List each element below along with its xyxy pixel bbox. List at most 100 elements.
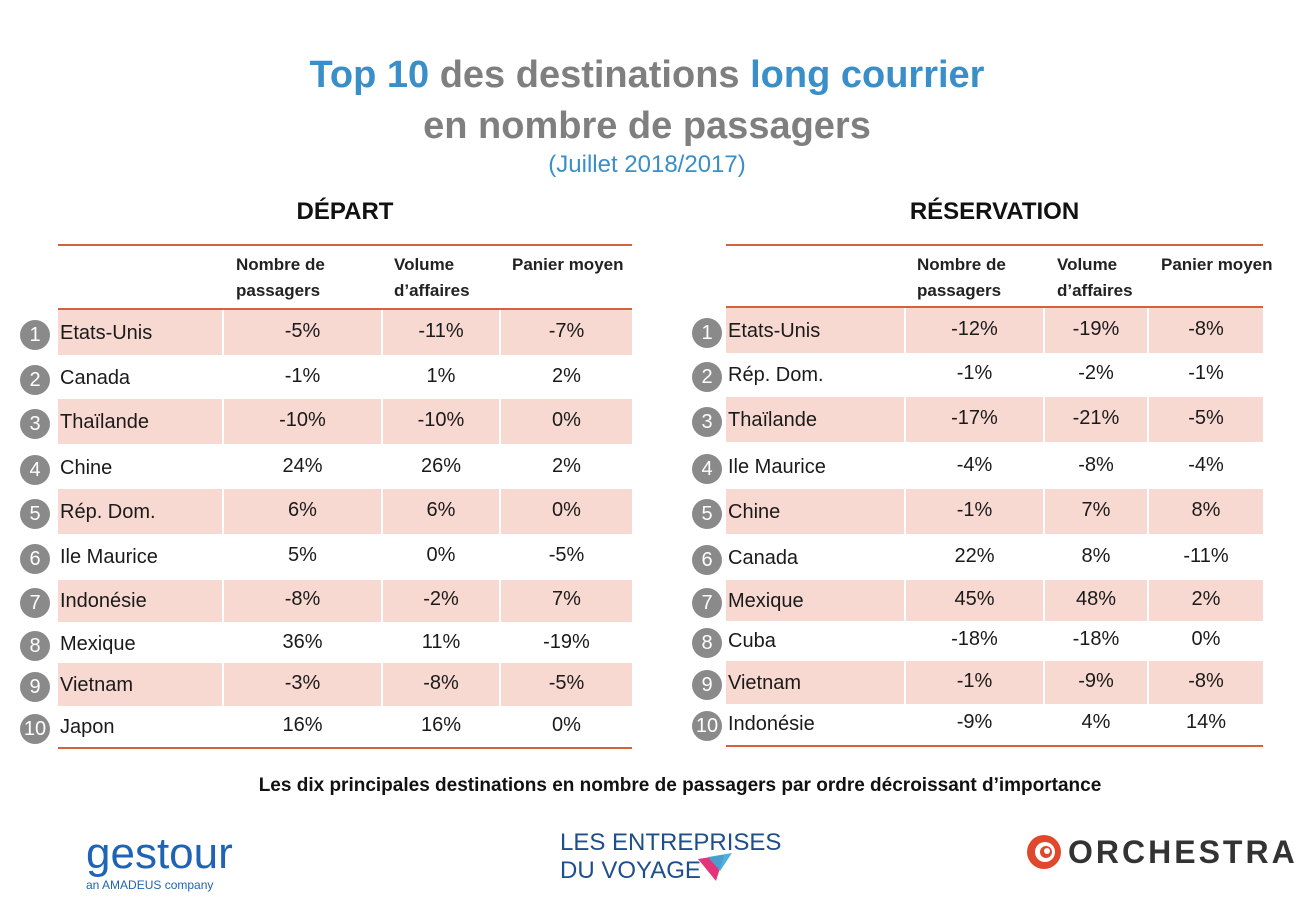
value-cell: -9% (956, 711, 993, 733)
value-cell: -8% (1188, 669, 1224, 692)
destination-name: Etats-Unis (60, 321, 153, 344)
table-row: 8 Cuba -18% -18% 0% (0, 621, 1294, 661)
edv-line1: LES ENTREPRISES (560, 829, 782, 856)
value-cell: 45% (954, 587, 995, 610)
destination-name: Japon (60, 716, 115, 738)
row-shade-cell (726, 489, 904, 534)
value-cell: -10% (279, 408, 326, 431)
rank-badge: 5 (20, 498, 50, 529)
value-cell: 8% (1081, 544, 1111, 567)
destination-name: Mexique (728, 589, 804, 612)
rank-badge: 8 (692, 628, 722, 658)
footnote: Les dix principales destinations en nomb… (258, 775, 1102, 796)
rank-badge: 4 (20, 454, 50, 485)
reservation-table-title: RÉSERVATION (909, 198, 1080, 225)
row-shade-cell (1149, 580, 1263, 621)
table-row: 9 Vietnam -1% -9% -8% (0, 661, 1294, 704)
value-cell: -12% (951, 317, 998, 340)
value-cell: -2% (423, 588, 459, 610)
destination-name: Rép. Dom. (728, 364, 824, 386)
value-cell: -17% (951, 406, 998, 429)
reservation-bottom-rule (726, 745, 1263, 747)
destination-name: Vietnam (728, 671, 802, 694)
row-shade-cell (58, 489, 222, 534)
rank-badge: 4 (692, 453, 722, 484)
depart-column-header: Panier moyen (512, 255, 624, 274)
value-cell: 2% (552, 364, 581, 387)
rank-badge: 6 (20, 544, 50, 574)
value-cell: 0% (552, 498, 581, 521)
table-row: 2 Rép. Dom. -1% -2% -1% (0, 353, 1294, 397)
reservation-column-header: Panier moyen (1161, 255, 1273, 274)
destination-name: Indonésie (60, 590, 147, 612)
row-shade-cell (726, 661, 904, 704)
row-shade-cell (1149, 489, 1263, 534)
title-long-courrier: long courrier (750, 54, 985, 96)
row-shade-cell (383, 489, 499, 534)
rank-badge: 2 (692, 362, 722, 392)
subtitle: (Juillet 2018/2017) (548, 151, 746, 178)
entreprises-du-voyage-logo: LES ENTREPRISES DU VOYAGE (560, 829, 781, 885)
destination-name: Chine (60, 456, 113, 479)
row-shade-cell (501, 663, 632, 706)
value-cell: -8% (423, 671, 459, 694)
value-cell: 16% (282, 714, 323, 736)
row-shade-cell (58, 580, 222, 622)
table-row: 4 Ile Maurice -4% -8% -4% (0, 444, 1294, 489)
rank-badge: 7 (20, 588, 50, 618)
row-shade-cell (1045, 580, 1147, 621)
destination-name: Cuba (728, 630, 776, 652)
row-shade-cell (58, 310, 222, 355)
value-cell: -8% (284, 588, 321, 610)
table-row: 10 Indonésie -9% 4% 14% (0, 704, 1294, 744)
value-cell: 2% (552, 454, 581, 477)
row-shade-cell (726, 308, 904, 353)
table-row: 8 Mexique 36% 11% -19% (0, 625, 1294, 663)
rank-badge: 2 (20, 364, 50, 395)
row-shade-cell (383, 310, 499, 355)
destination-name: Ile Maurice (728, 455, 826, 478)
value-cell: -1% (956, 498, 993, 521)
rank-badge: 1 (20, 319, 50, 350)
value-cell: -10% (417, 408, 465, 431)
table-row: 5 Rép. Dom. 6% 6% 0% (0, 489, 1294, 534)
destination-name: Chine (728, 500, 781, 523)
value-cell: -5% (284, 319, 321, 342)
value-cell: -4% (1188, 453, 1224, 476)
reservation-header-rule (726, 306, 1263, 308)
value-cell: -5% (548, 544, 585, 566)
value-cell: 4% (1081, 711, 1111, 733)
row-shade-cell (1149, 308, 1263, 353)
table-row: 1 Etats-Unis -5% -11% -7% (0, 310, 1294, 355)
row-shade-cell (501, 399, 632, 444)
row-shade-cell (906, 580, 1043, 621)
row-shade-cell (1045, 489, 1147, 534)
value-cell: 11% (421, 631, 461, 653)
depart-header-rule (58, 308, 632, 310)
table-row: 3 Thaïlande -17% -21% -5% (0, 397, 1294, 442)
title-line2: en nombre de passagers (423, 105, 871, 147)
value-cell: -8% (1188, 317, 1224, 340)
value-cell: -8% (1078, 453, 1114, 476)
reservation-top-rule (726, 244, 1263, 246)
row-shade-cell (224, 663, 381, 706)
value-cell: -7% (548, 319, 585, 342)
value-cell: 0% (426, 544, 456, 566)
destination-name: Canada (60, 366, 131, 389)
rank-badge: 7 (692, 587, 722, 618)
value-cell: -2% (1078, 362, 1114, 384)
value-cell: 6% (426, 498, 456, 521)
value-cell: 0% (552, 408, 581, 431)
rank-badge: 9 (20, 671, 50, 702)
value-cell: -3% (284, 671, 321, 694)
row-shade-cell (1045, 661, 1147, 704)
value-cell: -21% (1072, 406, 1120, 429)
value-cell: 6% (288, 498, 317, 521)
value-cell: 22% (954, 544, 995, 567)
row-shade-cell (224, 399, 381, 444)
row-shade-cell (906, 308, 1043, 353)
table-row: 6 Ile Maurice 5% 0% -5% (0, 535, 1294, 579)
row-shade-cell (501, 489, 632, 534)
table-row: 10 Japon 16% 16% 0% (0, 707, 1294, 747)
row-shade-cell (1045, 308, 1147, 353)
